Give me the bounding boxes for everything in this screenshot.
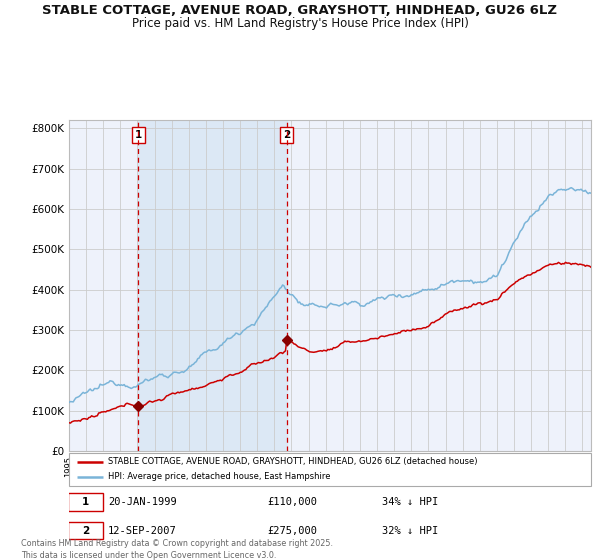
Text: 12-SEP-2007: 12-SEP-2007: [108, 526, 177, 535]
Text: 1: 1: [134, 130, 142, 140]
Text: £275,000: £275,000: [268, 526, 317, 535]
FancyBboxPatch shape: [68, 522, 103, 539]
FancyBboxPatch shape: [68, 493, 103, 511]
Text: Price paid vs. HM Land Registry's House Price Index (HPI): Price paid vs. HM Land Registry's House …: [131, 17, 469, 30]
Text: 2: 2: [283, 130, 290, 140]
Text: 32% ↓ HPI: 32% ↓ HPI: [382, 526, 439, 535]
Text: STABLE COTTAGE, AVENUE ROAD, GRAYSHOTT, HINDHEAD, GU26 6LZ (detached house): STABLE COTTAGE, AVENUE ROAD, GRAYSHOTT, …: [108, 458, 478, 466]
Text: HPI: Average price, detached house, East Hampshire: HPI: Average price, detached house, East…: [108, 472, 331, 481]
Text: 20-JAN-1999: 20-JAN-1999: [108, 497, 177, 507]
Text: 2: 2: [82, 526, 89, 535]
Text: £110,000: £110,000: [268, 497, 317, 507]
Text: 1: 1: [82, 497, 89, 507]
Text: Contains HM Land Registry data © Crown copyright and database right 2025.
This d: Contains HM Land Registry data © Crown c…: [21, 539, 333, 560]
Bar: [139, 120, 287, 451]
FancyBboxPatch shape: [69, 453, 591, 486]
Text: 34% ↓ HPI: 34% ↓ HPI: [382, 497, 439, 507]
Text: STABLE COTTAGE, AVENUE ROAD, GRAYSHOTT, HINDHEAD, GU26 6LZ: STABLE COTTAGE, AVENUE ROAD, GRAYSHOTT, …: [43, 4, 557, 17]
